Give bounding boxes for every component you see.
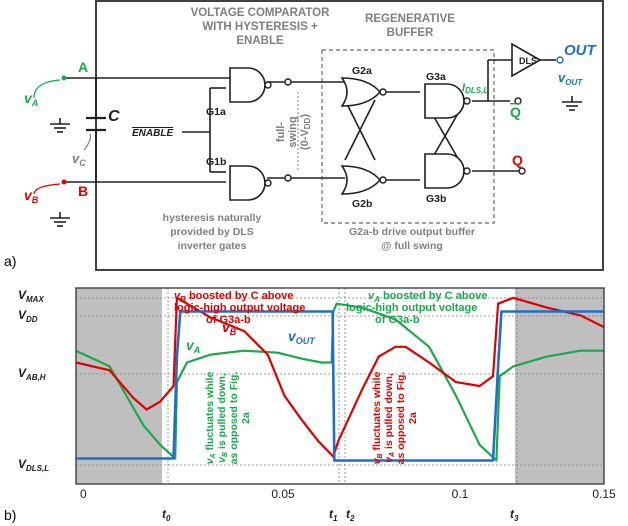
ylabel-vdlsl: VDLS,L xyxy=(18,457,49,473)
ylabel-vabh: VAB,H xyxy=(18,366,46,382)
rot-green-line3: as opposed to Fig. xyxy=(228,372,240,465)
hyst-note-line3: inverter gates xyxy=(178,240,247,252)
panel-b-label: b) xyxy=(4,507,16,523)
gate-g3b xyxy=(424,153,465,189)
xtick-0: 0 xyxy=(80,487,87,501)
g2-note-line2: @ full swing xyxy=(381,240,443,252)
enable-label: ENABLE xyxy=(132,128,173,139)
output-terminals xyxy=(514,56,564,175)
comparator-title-line2: WITH HYSTERESIS + xyxy=(202,21,318,33)
ylabel-vmax: VMAX xyxy=(18,288,44,304)
xtick-01: 0.1 xyxy=(452,487,469,501)
gate-g3a xyxy=(424,83,465,119)
g1a-label: G1a xyxy=(206,106,226,118)
node-b-label: B xyxy=(78,183,88,199)
swing-line1: full- xyxy=(275,122,287,142)
capacitor-c xyxy=(86,116,106,132)
buffer-title-line1: REGENERATIVE xyxy=(365,13,455,25)
rot-green-line1: vA fluctuates while xyxy=(204,372,217,465)
gate-g2b xyxy=(340,165,382,195)
t3-label: t3 xyxy=(510,507,519,523)
g3b-label: G3b xyxy=(426,193,446,205)
panel-b: VMAX VDD VAB,H VDLS,L 0 0.05 0.1 0.15 t0… xyxy=(4,287,616,523)
series-line-v-out xyxy=(76,310,604,462)
t1-label: t1 xyxy=(329,507,338,523)
gate-g1b xyxy=(229,165,266,201)
shade-left xyxy=(76,288,162,484)
dls-label: DLS xyxy=(519,56,537,66)
dls-buffer xyxy=(511,42,542,78)
shade-right xyxy=(515,288,604,484)
annot-va-line3: of G3a-b xyxy=(375,314,420,326)
t0-label: t0 xyxy=(162,507,171,523)
xtick-015: 0.15 xyxy=(592,487,616,501)
node-a-label: A xyxy=(78,59,88,75)
vb-arrow xyxy=(33,183,61,195)
va-arrow xyxy=(33,79,61,99)
node-b-dot xyxy=(61,179,67,185)
rot-red-line1: vB fluctuates while xyxy=(371,372,384,465)
panel-a-label: a) xyxy=(4,253,16,269)
gate-g2b-bubble xyxy=(379,176,387,184)
annot-vb-line2: logic-high output voltage xyxy=(174,302,305,314)
annot-vb-line1: vB boosted by C above xyxy=(174,290,293,304)
rot-note-red: vB fluctuates while vA is pulled down, a… xyxy=(371,372,419,465)
comparator-title-line1: VOLTAGE COMPARATOR xyxy=(191,7,331,19)
buffer-dashed-box xyxy=(321,49,495,224)
g2-note-line1: G2a-b drive output buffer xyxy=(349,226,475,238)
vc-arrow xyxy=(83,133,92,151)
series-label-vb: vB xyxy=(222,319,237,337)
idls-label: IDLS,L xyxy=(462,82,488,95)
g3a-label: G3a xyxy=(426,71,446,83)
g2b-label: G2b xyxy=(352,198,372,210)
buffer-title-line2: BUFFER xyxy=(387,27,434,39)
node-a-dot xyxy=(61,75,67,81)
rot-red-line3: as opposed to Fig. xyxy=(395,372,407,465)
swing-line3: (0-VDD) xyxy=(299,114,312,150)
g1b-label: G1b xyxy=(206,156,226,168)
vc-label: vC xyxy=(72,151,86,168)
vout-label: vOUT xyxy=(558,70,583,87)
gate-g3a-bubble xyxy=(463,97,471,105)
panel-a: VOLTAGE COMPARATOR WITH HYSTERESIS + ENA… xyxy=(4,0,604,271)
swing-line2: swing xyxy=(287,116,299,147)
full-swing-label: full- swing (0-VDD) xyxy=(275,114,312,150)
q-label: Q xyxy=(512,152,523,168)
series-label-va: vA xyxy=(186,337,200,355)
vb-label: vB xyxy=(24,187,39,205)
hyst-note-line2: provided by DLS xyxy=(170,226,253,238)
rot-green-line4: 2a xyxy=(240,412,252,424)
waveform-curves xyxy=(75,296,605,462)
inversion-bubbles xyxy=(284,78,292,182)
comparator-title-line3: ENABLE xyxy=(236,35,284,47)
gate-g1a-bubble xyxy=(264,81,272,89)
gate-g3b-bubble xyxy=(463,167,471,175)
rot-red-line2: vA is pulled down, xyxy=(383,373,396,463)
g2a-label: G2a xyxy=(352,65,372,77)
xtick-005: 0.05 xyxy=(271,487,295,501)
rot-note-green: vA fluctuates while vB is pulled down, a… xyxy=(204,372,252,465)
ylabel-vdd: VDD xyxy=(18,308,38,324)
rot-red-line4: 2a xyxy=(407,412,419,424)
ground-symbols xyxy=(50,96,582,227)
qbar-label: Q xyxy=(510,104,521,120)
rot-green-line2: vB is pulled down, xyxy=(216,373,229,463)
out-label: OUT xyxy=(564,42,598,59)
gate-g1a xyxy=(229,67,266,103)
series-label-vout: vOUT xyxy=(288,328,316,346)
plot-frame xyxy=(75,287,605,485)
annot-vb-line3: of G3a-b xyxy=(206,314,251,326)
hyst-note-line1: hysteresis naturally xyxy=(163,212,262,224)
series-line-v-a xyxy=(75,302,604,462)
annot-va-line2: logic-high output voltage xyxy=(346,302,477,314)
t2-label: t2 xyxy=(346,507,355,523)
gate-g1b-bubble xyxy=(264,179,272,187)
gate-g2a xyxy=(340,77,382,107)
va-label: vA xyxy=(24,90,38,108)
gate-g2a-bubble xyxy=(379,88,387,96)
annot-va-line1: vA boosted by C above xyxy=(368,290,487,304)
cap-label: C xyxy=(108,108,120,125)
